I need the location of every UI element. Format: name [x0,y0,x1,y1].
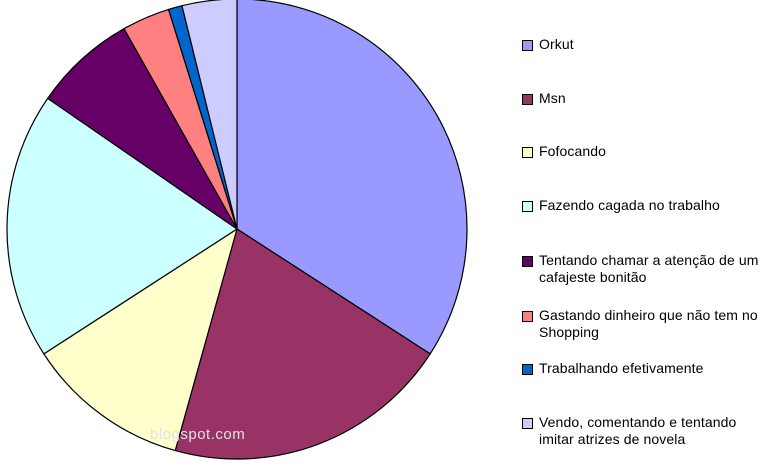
legend-item: Fazendo cagada no trabalho [522,197,775,214]
legend-swatch [522,147,533,158]
legend-item: Gastando dinheiro que não tem no Shoppin… [522,307,775,341]
legend-swatch [522,94,533,105]
pie-slice-2 [174,228,431,460]
pie-slice-4 [6,97,238,355]
legend-swatch [522,418,533,429]
legend-label: Vendo, comentando e tentando imitar atri… [539,414,737,447]
legend-item: Msn [522,90,775,107]
legend-swatch [522,201,533,212]
watermark-text: blogspot.com [150,426,246,443]
legend-label: Msn [539,90,566,106]
legend-label: Tentando chamar a atenção de um cafajest… [539,252,759,285]
legend-item: Fofocando [522,143,775,160]
legend-item: Tentando chamar a atenção de um cafajest… [522,252,775,286]
legend-swatch [522,364,533,375]
legend-label: Fazendo cagada no trabalho [539,197,720,213]
legend-item: Vendo, comentando e tentando imitar atri… [522,414,775,448]
legend-label: Trabalhando efetivamente [539,360,704,376]
pie-slice-1 [236,0,468,355]
legend-label: Fofocando [539,143,607,159]
legend-swatch [522,40,533,51]
legend: Orkut Msn Fofocando Fazendo cagada no traba… [522,0,780,470]
legend-item: Orkut [522,36,775,53]
legend-label: Orkut [539,36,574,52]
legend-label: Gastando dinheiro que não tem no Shoppin… [539,307,758,340]
pie-chart [6,0,468,460]
pie-slice-3 [43,228,238,452]
pie-slice-5 [47,28,238,230]
pie-slice-8 [181,0,238,230]
legend-swatch [522,256,533,267]
legend-item: Trabalhando efetivamente [522,360,775,377]
legend-swatch [522,311,533,322]
